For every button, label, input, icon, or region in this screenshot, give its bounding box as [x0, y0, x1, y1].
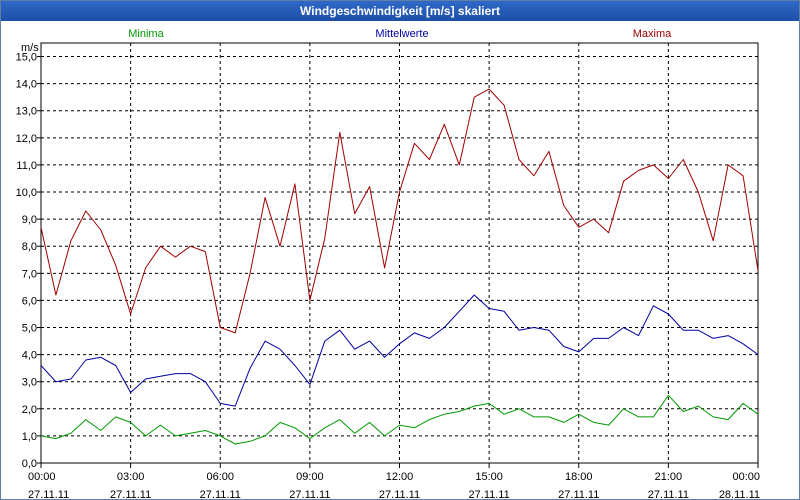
x-axis: 00:00 27.11.11 03:00 27.11.11 06:00 27.11.11 0…	[28, 463, 760, 499]
y-tick-label: 3,0	[22, 377, 37, 389]
legend-maxima: Maxima	[633, 28, 672, 40]
x-tick-time: 21:00	[655, 471, 683, 483]
grid	[41, 43, 758, 463]
x-tick-time: 12:00	[386, 471, 414, 483]
x-tick-time: 03:00	[117, 471, 145, 483]
y-axis-unit: m/s	[21, 42, 39, 54]
y-tick-label: 5,0	[22, 323, 37, 335]
y-tick-label: 10,0	[16, 187, 37, 199]
y-tick-label: 13,0	[16, 106, 37, 118]
x-tick-time: 06:00	[206, 471, 234, 483]
y-axis: 0,0 1,0 2,0 3,0 4,0 5,0 6,0 7,0 8,0 9,0 10,0 11,0 12…	[16, 52, 41, 470]
y-tick-label: 0,0	[22, 458, 37, 470]
y-tick-label: 9,0	[22, 214, 37, 226]
x-tick-date: 28.11.11	[719, 489, 760, 499]
y-tick-label: 4,0	[22, 350, 37, 362]
y-tick-label: 11,0	[16, 160, 37, 172]
x-tick-date: 27.11.11	[558, 489, 599, 499]
x-tick-date: 27.11.11	[28, 489, 69, 499]
x-tick-time: 00:00	[732, 471, 760, 483]
x-tick-time: 00:00	[28, 471, 56, 483]
chart-title: Windgeschwindigkeit [m/s] skaliert	[1, 1, 799, 21]
chart-area: Minima Mittelwerte Maxima m/s 0,0 1,0 2,0 3…	[16, 28, 760, 499]
y-tick-label: 8,0	[22, 241, 37, 253]
x-tick-date: 27.11.11	[379, 489, 420, 499]
legend-mittelwerte: Mittelwerte	[375, 28, 428, 40]
y-tick-label: 6,0	[22, 295, 37, 307]
series-line-minima	[40, 394, 759, 445]
series-line-mittelwerte	[40, 294, 759, 407]
x-tick-date: 27.11.11	[469, 489, 510, 499]
y-tick-label: 12,0	[16, 133, 37, 145]
y-tick-label: 2,0	[22, 404, 37, 416]
y-tick-label: 1,0	[22, 431, 37, 443]
series-line-maxima	[40, 88, 759, 334]
x-tick-time: 09:00	[296, 471, 324, 483]
x-tick-time: 15:00	[475, 471, 503, 483]
x-tick-date: 27.11.11	[200, 489, 241, 499]
legend-minima: Minima	[128, 28, 164, 40]
y-tick-label: 14,0	[16, 79, 37, 91]
series-lines	[40, 88, 759, 445]
y-tick-label: 7,0	[22, 268, 37, 280]
y-tick-label: 15,0	[16, 52, 37, 64]
x-tick-date: 27.11.11	[110, 489, 151, 499]
x-tick-date: 27.11.11	[648, 489, 689, 499]
x-tick-date: 27.11.11	[289, 489, 330, 499]
x-tick-time: 18:00	[565, 471, 593, 483]
